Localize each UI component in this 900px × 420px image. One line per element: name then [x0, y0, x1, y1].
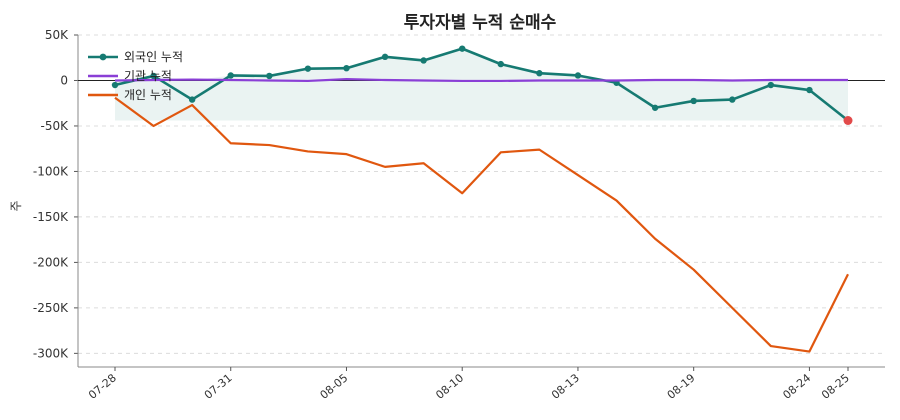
series-line-3	[114, 96, 849, 353]
data-point	[536, 70, 543, 77]
data-point	[227, 72, 234, 79]
x-tick-label: 07-28	[86, 371, 119, 402]
y-tick-label: -150K	[33, 210, 69, 224]
y-tick-label: -200K	[33, 255, 69, 269]
x-tick-label: 08-13	[549, 371, 582, 402]
x-tick-label: 08-24	[781, 371, 814, 402]
y-tick-label: -100K	[33, 164, 69, 178]
data-point	[574, 72, 582, 79]
y-axis-label: 주	[9, 200, 23, 211]
last-point-marker	[843, 116, 853, 126]
data-point	[304, 65, 312, 72]
x-tick-label: 07-31	[202, 371, 235, 402]
data-point	[381, 53, 389, 61]
x-tick-label: 08-05	[318, 371, 351, 402]
data-point	[767, 81, 775, 89]
x-tick-label: 08-10	[433, 371, 466, 402]
data-point	[497, 60, 504, 68]
data-point	[690, 97, 697, 105]
data-point	[266, 72, 273, 80]
legend-item-3: 개인 누적	[88, 88, 172, 102]
y-tick-label: -300K	[33, 346, 69, 360]
data-point	[806, 86, 813, 94]
legend-marker	[99, 53, 107, 61]
fill-layer	[115, 48, 848, 121]
series-line-2	[114, 78, 848, 83]
series-fill-area	[115, 48, 848, 121]
x-tick-label: 08-19	[665, 371, 698, 402]
chart-title: 투자자별 누적 순매수	[404, 13, 557, 33]
legend-label: 외국인 누적	[124, 50, 183, 64]
legend-item-2: 기관 누적	[88, 69, 172, 83]
y-tick-label: 50K	[45, 28, 69, 42]
y-tick-label: -250K	[33, 301, 69, 315]
y-tick-label: 0	[60, 73, 68, 87]
legend-label: 기관 누적	[124, 69, 172, 83]
series-line-1	[114, 47, 849, 122]
data-point	[651, 104, 659, 111]
data-point	[729, 96, 736, 103]
legend-item-1: 외국인 누적	[88, 50, 183, 64]
data-point	[188, 96, 196, 103]
data-point	[150, 72, 157, 80]
y-tick-label: -50K	[41, 119, 70, 133]
grid-layer	[78, 34, 885, 354]
data-point	[459, 45, 466, 52]
series-layer	[111, 45, 853, 353]
data-point	[111, 81, 119, 89]
data-point	[420, 57, 427, 64]
data-point	[343, 65, 350, 72]
legend-label: 개인 누적	[124, 88, 172, 102]
x-tick-label: 08-25	[819, 371, 852, 402]
